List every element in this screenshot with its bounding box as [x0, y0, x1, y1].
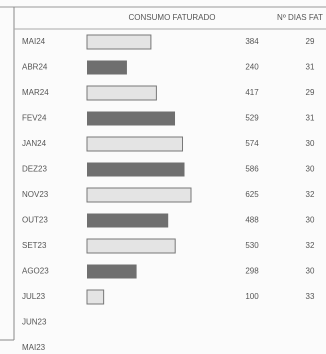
month-label: OUT23	[22, 216, 48, 225]
month-label: MAR24	[22, 88, 49, 97]
days-value: 30	[306, 139, 315, 148]
month-label: ABR24	[22, 63, 48, 72]
header-consumption: CONSUMO FATURADO	[129, 13, 216, 22]
month-label: NOV23	[22, 190, 49, 199]
bar	[86, 85, 157, 101]
consumption-value: 530	[245, 241, 259, 250]
bar	[86, 187, 192, 203]
days-value: 32	[306, 190, 315, 199]
consumption-value: 417	[245, 88, 259, 97]
days-value: 31	[306, 114, 315, 123]
bar	[87, 111, 176, 126]
consumption-value: 488	[245, 216, 259, 225]
consumption-value: 384	[245, 37, 259, 46]
consumption-value: 529	[245, 114, 259, 123]
days-value: 29	[306, 37, 315, 46]
bar	[86, 289, 105, 305]
consumption-value: 625	[245, 190, 259, 199]
bar	[86, 238, 176, 254]
consumption-value: 298	[245, 267, 259, 276]
consumption-value: 586	[245, 165, 259, 174]
bar	[86, 34, 152, 50]
days-value: 32	[306, 241, 315, 250]
header-days: Nº DIAS FAT	[277, 13, 323, 22]
days-value: 30	[306, 165, 315, 174]
days-value: 30	[306, 267, 315, 276]
month-label: AGO23	[22, 267, 49, 276]
bar	[86, 136, 184, 152]
bar	[87, 162, 185, 177]
month-label: JAN24	[22, 139, 47, 148]
days-value: 30	[306, 216, 315, 225]
days-value: 33	[306, 292, 315, 301]
month-label: JUN23	[22, 318, 47, 327]
consumption-value: 240	[245, 63, 259, 72]
month-label: DEZ23	[22, 165, 47, 174]
month-label: FEV24	[22, 114, 47, 123]
consumption-value: 574	[245, 139, 259, 148]
month-label: MAI23	[22, 343, 46, 352]
days-value: 31	[306, 63, 315, 72]
days-value: 29	[306, 88, 315, 97]
consumption-value: 100	[245, 292, 259, 301]
bar	[87, 264, 137, 279]
month-label: SET23	[22, 241, 47, 250]
month-label: MAI24	[22, 37, 46, 46]
month-label: JUL23	[22, 292, 46, 301]
bar	[87, 213, 169, 228]
bar	[87, 60, 127, 75]
